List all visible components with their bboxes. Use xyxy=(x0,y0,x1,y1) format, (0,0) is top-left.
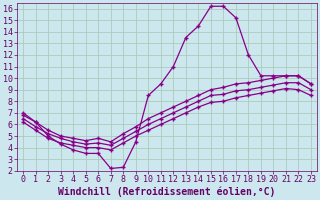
X-axis label: Windchill (Refroidissement éolien,°C): Windchill (Refroidissement éolien,°C) xyxy=(58,187,276,197)
